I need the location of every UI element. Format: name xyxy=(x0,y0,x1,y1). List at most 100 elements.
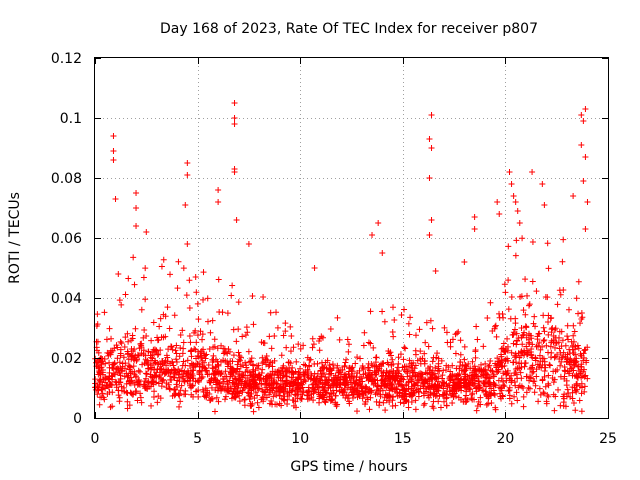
data-point xyxy=(242,332,249,339)
data-point xyxy=(473,388,480,395)
y-tick-label: 0.02 xyxy=(51,351,82,367)
data-point xyxy=(217,371,224,378)
data-point xyxy=(581,388,588,395)
data-point xyxy=(129,353,136,360)
data-point xyxy=(547,343,554,350)
data-point xyxy=(580,368,587,375)
data-point xyxy=(388,381,395,388)
data-point xyxy=(426,175,433,181)
data-point xyxy=(231,394,238,401)
data-point xyxy=(578,363,585,370)
data-point xyxy=(462,373,469,380)
data-point xyxy=(381,394,388,401)
data-point xyxy=(121,343,128,350)
data-point xyxy=(116,359,123,366)
data-point xyxy=(508,349,515,356)
data-point xyxy=(307,356,314,363)
data-point xyxy=(541,337,548,344)
data-point xyxy=(529,362,536,369)
data-point xyxy=(121,373,128,380)
data-point xyxy=(504,335,511,342)
data-point xyxy=(209,358,216,365)
data-point xyxy=(294,395,301,402)
data-point xyxy=(582,346,589,353)
data-point xyxy=(284,400,291,407)
data-point xyxy=(182,387,189,394)
data-points xyxy=(92,100,591,415)
data-point xyxy=(172,347,179,354)
data-point xyxy=(130,254,137,261)
data-point xyxy=(471,226,478,232)
data-point xyxy=(542,383,549,390)
data-point xyxy=(110,148,117,154)
data-point xyxy=(554,366,561,373)
data-point xyxy=(397,351,404,358)
data-point xyxy=(143,359,150,366)
data-point xyxy=(406,391,413,398)
data-point xyxy=(180,265,187,272)
data-point xyxy=(138,340,145,347)
data-point xyxy=(305,384,312,391)
data-point xyxy=(305,388,312,395)
data-point xyxy=(375,383,382,390)
data-point xyxy=(180,339,187,346)
data-point xyxy=(497,393,504,400)
data-point xyxy=(241,396,248,403)
data-point xyxy=(229,379,236,386)
data-point xyxy=(453,373,460,380)
data-point xyxy=(228,292,235,299)
data-point xyxy=(118,340,125,347)
data-point xyxy=(414,382,421,389)
data-point xyxy=(283,344,290,351)
data-point xyxy=(421,400,428,407)
data-point xyxy=(242,383,249,390)
data-point xyxy=(571,357,578,364)
data-point xyxy=(395,354,402,361)
data-point xyxy=(196,377,203,384)
data-point xyxy=(346,368,353,375)
data-point xyxy=(222,393,229,400)
data-point xyxy=(468,395,475,402)
data-point xyxy=(370,344,377,351)
data-point xyxy=(481,380,488,387)
data-point xyxy=(253,381,260,388)
data-point xyxy=(481,366,488,373)
data-point xyxy=(199,336,206,343)
data-point xyxy=(544,240,551,247)
data-point xyxy=(133,223,140,229)
data-point xyxy=(582,226,589,232)
data-point xyxy=(432,268,439,274)
data-point xyxy=(438,357,445,364)
data-point xyxy=(154,337,161,344)
data-point xyxy=(147,383,154,390)
data-point xyxy=(571,384,578,391)
data-point xyxy=(506,392,513,399)
data-point xyxy=(367,340,374,347)
data-point xyxy=(560,236,567,243)
data-point xyxy=(474,402,481,409)
data-point xyxy=(111,345,118,352)
data-point xyxy=(547,354,554,361)
data-point xyxy=(545,380,552,387)
data-point xyxy=(282,370,289,377)
data-point xyxy=(152,359,159,366)
data-point xyxy=(194,377,201,384)
data-point xyxy=(331,376,338,383)
data-point xyxy=(516,220,523,226)
data-point xyxy=(332,399,339,406)
data-point xyxy=(167,271,174,278)
data-point xyxy=(290,344,297,351)
data-point xyxy=(216,380,223,387)
data-point xyxy=(236,398,243,405)
data-point xyxy=(509,331,516,338)
data-point xyxy=(140,334,147,341)
data-point xyxy=(417,370,424,377)
data-point xyxy=(529,169,536,175)
x-axis-label: GPS time / hours xyxy=(290,459,407,475)
data-point xyxy=(239,333,246,340)
data-point xyxy=(452,331,459,338)
data-point xyxy=(272,368,279,375)
data-point xyxy=(580,178,587,184)
data-point xyxy=(142,296,149,303)
data-point xyxy=(565,336,572,343)
